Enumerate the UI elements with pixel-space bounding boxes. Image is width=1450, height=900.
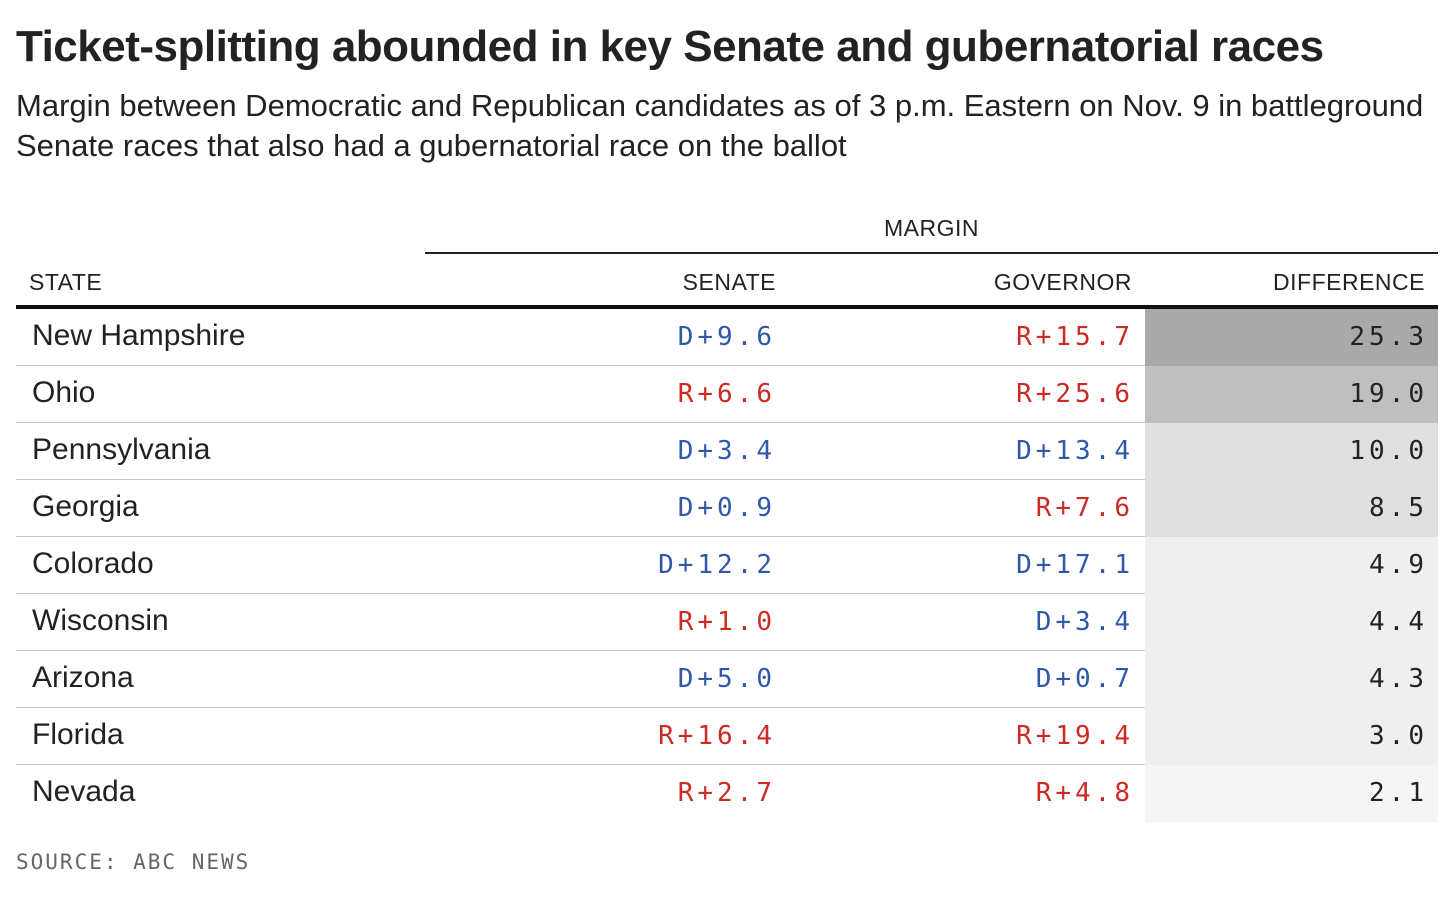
difference-cell: 4.4 <box>1145 594 1438 651</box>
table-row: Colorado D+12.2 D+17.1 4.9 <box>16 537 1438 594</box>
difference-cell: 10.0 <box>1145 423 1438 480</box>
senate-margin-cell: D+9.6 <box>677 322 776 352</box>
state-cell: Wisconsin <box>32 604 169 637</box>
governor-margin-cell: R+25.6 <box>1016 379 1134 409</box>
header-rule <box>16 305 1438 309</box>
state-cell: Florida <box>32 718 124 751</box>
state-cell: Colorado <box>32 547 154 580</box>
table-row: Florida R+16.4 R+19.4 3.0 <box>16 708 1438 765</box>
chart-title: Ticket-splitting abounded in key Senate … <box>16 22 1324 71</box>
difference-cell: 8.5 <box>1145 480 1438 537</box>
governor-margin-cell: R+4.8 <box>1035 778 1134 808</box>
difference-cell: 4.3 <box>1145 651 1438 708</box>
state-cell: Arizona <box>32 661 134 694</box>
table-row: Ohio R+6.6 R+25.6 19.0 <box>16 366 1438 423</box>
column-header-governor: GOVERNOR <box>993 269 1132 295</box>
column-header-senate: SENATE <box>682 269 776 295</box>
table-body: New Hampshire D+9.6 R+15.7 25.3 Ohio R+6.6 R+2… <box>16 309 1438 822</box>
senate-margin-cell: R+16.4 <box>658 721 776 751</box>
table-row: Wisconsin R+1.0 D+3.4 4.4 <box>16 594 1438 651</box>
senate-margin-cell: R+2.7 <box>677 778 776 808</box>
governor-margin-cell: R+19.4 <box>1016 721 1134 751</box>
state-cell: Nevada <box>32 775 136 808</box>
state-cell: Ohio <box>32 376 96 409</box>
chart-subtitle: Margin between Democratic and Republican… <box>16 88 1424 163</box>
senate-margin-cell: D+5.0 <box>677 664 776 694</box>
table-row: Nevada R+2.7 R+4.8 2.1 <box>16 765 1438 822</box>
senate-margin-cell: D+12.2 <box>658 550 776 580</box>
difference-cell: 2.1 <box>1145 765 1438 822</box>
table-row: Georgia D+0.9 R+7.6 8.5 <box>16 480 1438 537</box>
state-cell: Pennsylvania <box>32 433 211 466</box>
senate-margin-cell: D+0.9 <box>677 493 776 523</box>
governor-margin-cell: D+13.4 <box>1016 436 1134 466</box>
difference-cell: 25.3 <box>1145 309 1438 366</box>
table-row: Arizona D+5.0 D+0.7 4.3 <box>16 651 1438 708</box>
governor-margin-cell: D+3.4 <box>1035 607 1134 637</box>
difference-cell: 19.0 <box>1145 366 1438 423</box>
margin-group-header: MARGIN <box>425 210 1438 254</box>
source-note: SOURCE: ABC NEWS <box>16 850 251 874</box>
governor-margin-cell: D+0.7 <box>1035 664 1134 694</box>
senate-margin-cell: D+3.4 <box>677 436 776 466</box>
table-row: Pennsylvania D+3.4 D+13.4 10.0 <box>16 423 1438 480</box>
column-header-difference: DIFFERENCE <box>1273 269 1425 295</box>
table-row: New Hampshire D+9.6 R+15.7 25.3 <box>16 309 1438 366</box>
difference-cell: 4.9 <box>1145 537 1438 594</box>
difference-cell: 3.0 <box>1145 708 1438 765</box>
state-cell: New Hampshire <box>32 319 246 352</box>
senate-margin-cell: R+6.6 <box>677 379 776 409</box>
governor-margin-cell: D+17.1 <box>1016 550 1134 580</box>
column-header-state: STATE <box>29 269 103 295</box>
governor-margin-cell: R+15.7 <box>1016 322 1134 352</box>
state-cell: Georgia <box>32 490 139 523</box>
senate-margin-cell: R+1.0 <box>677 607 776 637</box>
governor-margin-cell: R+7.6 <box>1035 493 1134 523</box>
